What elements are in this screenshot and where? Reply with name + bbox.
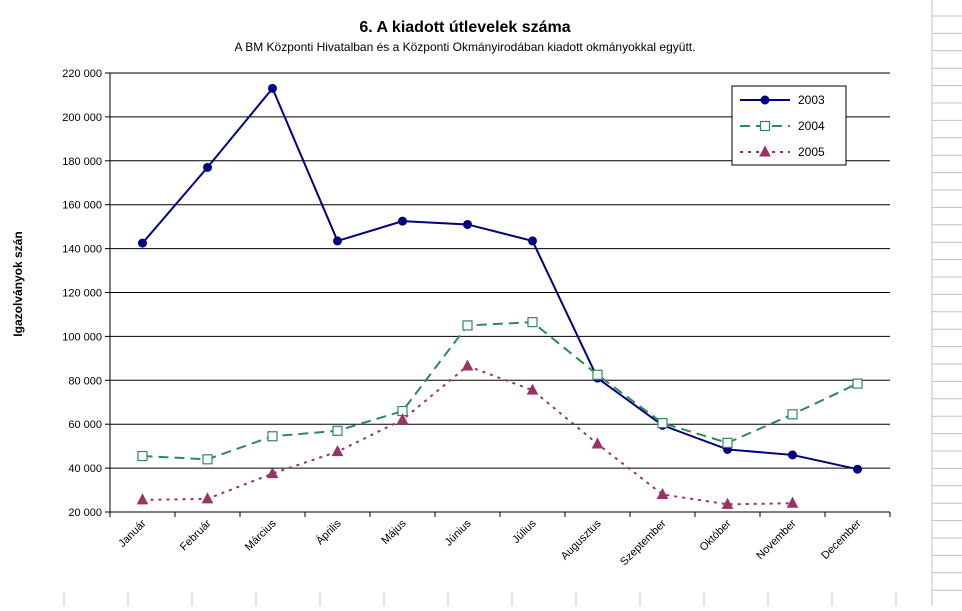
series-2005 xyxy=(136,359,799,509)
y-tick-label: 100 000 xyxy=(62,331,102,343)
data-point-2004 xyxy=(722,437,733,448)
data-point-2003 xyxy=(138,238,147,248)
data-point-2003 xyxy=(528,236,537,246)
x-tick-label: Április xyxy=(313,517,344,548)
data-point-2004 xyxy=(787,409,798,420)
data-point-2005 xyxy=(786,496,799,508)
legend-marker-2003 xyxy=(760,95,770,105)
legend: 2003 2004 2005 xyxy=(731,85,847,166)
data-point-2003 xyxy=(268,83,277,93)
y-axis-label: Igazolványok szán xyxy=(11,231,25,336)
y-tick-label: 60 000 xyxy=(68,419,102,431)
y-tick-label: 220 000 xyxy=(62,68,102,80)
x-tick-label: Május xyxy=(379,517,409,547)
legend-marker-2004 xyxy=(759,120,771,132)
y-tick-label: 200 000 xyxy=(62,112,102,124)
series-2003 xyxy=(138,83,862,474)
chart-subtitle: A BM Központi Hivatalban és a Központi O… xyxy=(235,40,696,54)
data-point-2004 xyxy=(332,425,343,436)
data-point-2005 xyxy=(526,383,539,395)
chart-title: 6. A kiadott útlevelek száma xyxy=(359,19,570,36)
x-tick-label: Február xyxy=(178,517,214,553)
data-point-2003 xyxy=(788,450,797,460)
legend-label-2005: 2005 xyxy=(798,145,825,159)
data-point-2004 xyxy=(527,317,538,328)
x-tick-label: Január xyxy=(116,517,149,550)
data-point-2005 xyxy=(591,437,604,449)
series-line-2003 xyxy=(141,86,858,471)
x-tick-label: Július xyxy=(510,517,539,546)
y-tick-label: 180 000 xyxy=(62,156,102,168)
x-tick-label: Augusztus xyxy=(559,517,604,562)
series-layer xyxy=(136,83,863,509)
data-point-2005 xyxy=(201,492,214,504)
data-point-2004 xyxy=(462,320,473,331)
data-point-2004 xyxy=(592,369,603,380)
data-point-2004 xyxy=(267,431,278,442)
series-line-2004 xyxy=(142,321,858,461)
data-point-2005 xyxy=(331,445,344,457)
x-tick-label: November xyxy=(754,517,799,562)
series-2004 xyxy=(137,317,863,465)
y-tick-label: 160 000 xyxy=(62,200,102,212)
y-tick-label: 120 000 xyxy=(62,288,102,300)
data-point-2004 xyxy=(657,418,668,429)
data-point-2005 xyxy=(266,467,279,479)
x-tick-label: Június xyxy=(443,517,474,548)
data-point-2004 xyxy=(202,454,213,465)
legend-marker-2005 xyxy=(759,145,771,157)
data-point-2005 xyxy=(396,413,409,425)
x-tick-label: December xyxy=(819,517,864,562)
data-point-2003 xyxy=(203,162,212,172)
y-tick-label: 140 000 xyxy=(62,244,102,256)
y-tick-label: 20 000 xyxy=(68,507,102,519)
x-tick-label: Október xyxy=(697,517,733,553)
y-tick-label: 40 000 xyxy=(68,463,102,475)
data-point-2003 xyxy=(463,219,472,229)
data-point-2005 xyxy=(656,487,669,499)
data-point-2005 xyxy=(461,359,474,371)
series-line-2005 xyxy=(142,364,793,506)
x-tick-label: Szeptember xyxy=(618,517,669,568)
data-point-2005 xyxy=(721,497,734,509)
data-point-2003 xyxy=(398,216,407,226)
data-point-2004 xyxy=(852,378,863,389)
x-tick-label: Március xyxy=(243,517,279,553)
y-axis-ticks: 20 000 40 000 60 000 80 000 100 000 120 000 14… xyxy=(62,68,110,519)
data-point-2005 xyxy=(136,493,149,505)
x-axis-ticks: Január Február Március Április Május Június Jú… xyxy=(109,512,891,568)
legend-label-2004: 2004 xyxy=(798,119,825,133)
spreadsheet-grid xyxy=(63,0,962,606)
y-tick-label: 80 000 xyxy=(68,375,102,387)
data-point-2003 xyxy=(853,464,862,474)
data-point-2003 xyxy=(333,236,342,246)
data-point-2004 xyxy=(137,450,148,462)
legend-label-2003: 2003 xyxy=(798,93,825,107)
